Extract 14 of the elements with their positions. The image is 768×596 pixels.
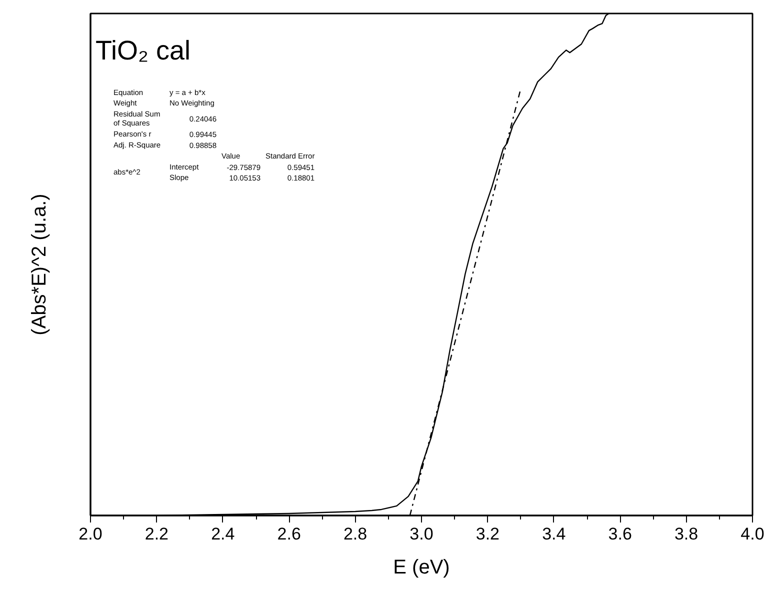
x-axis-title: E (eV) [393, 556, 450, 578]
x-tick-label: 2.0 [78, 524, 102, 544]
x-tick-label: 3.0 [410, 524, 434, 544]
text: TiO₂ cal [96, 36, 190, 66]
x-tick-label: 3.2 [476, 524, 500, 544]
x-tick-label: 3.8 [674, 524, 698, 544]
y-axis-title: (Abs*E)^2 (u.a.) [28, 194, 50, 336]
x-tick-label: 2.2 [144, 524, 169, 544]
x-tick-label: 2.8 [343, 524, 368, 544]
x-tick-label: 2.6 [277, 524, 301, 544]
x-tick-label: 4.0 [740, 524, 764, 544]
x-tick-label: 3.4 [542, 524, 566, 544]
x-tick-label: 3.6 [608, 524, 632, 544]
x-tick-label: 2.4 [211, 524, 235, 544]
